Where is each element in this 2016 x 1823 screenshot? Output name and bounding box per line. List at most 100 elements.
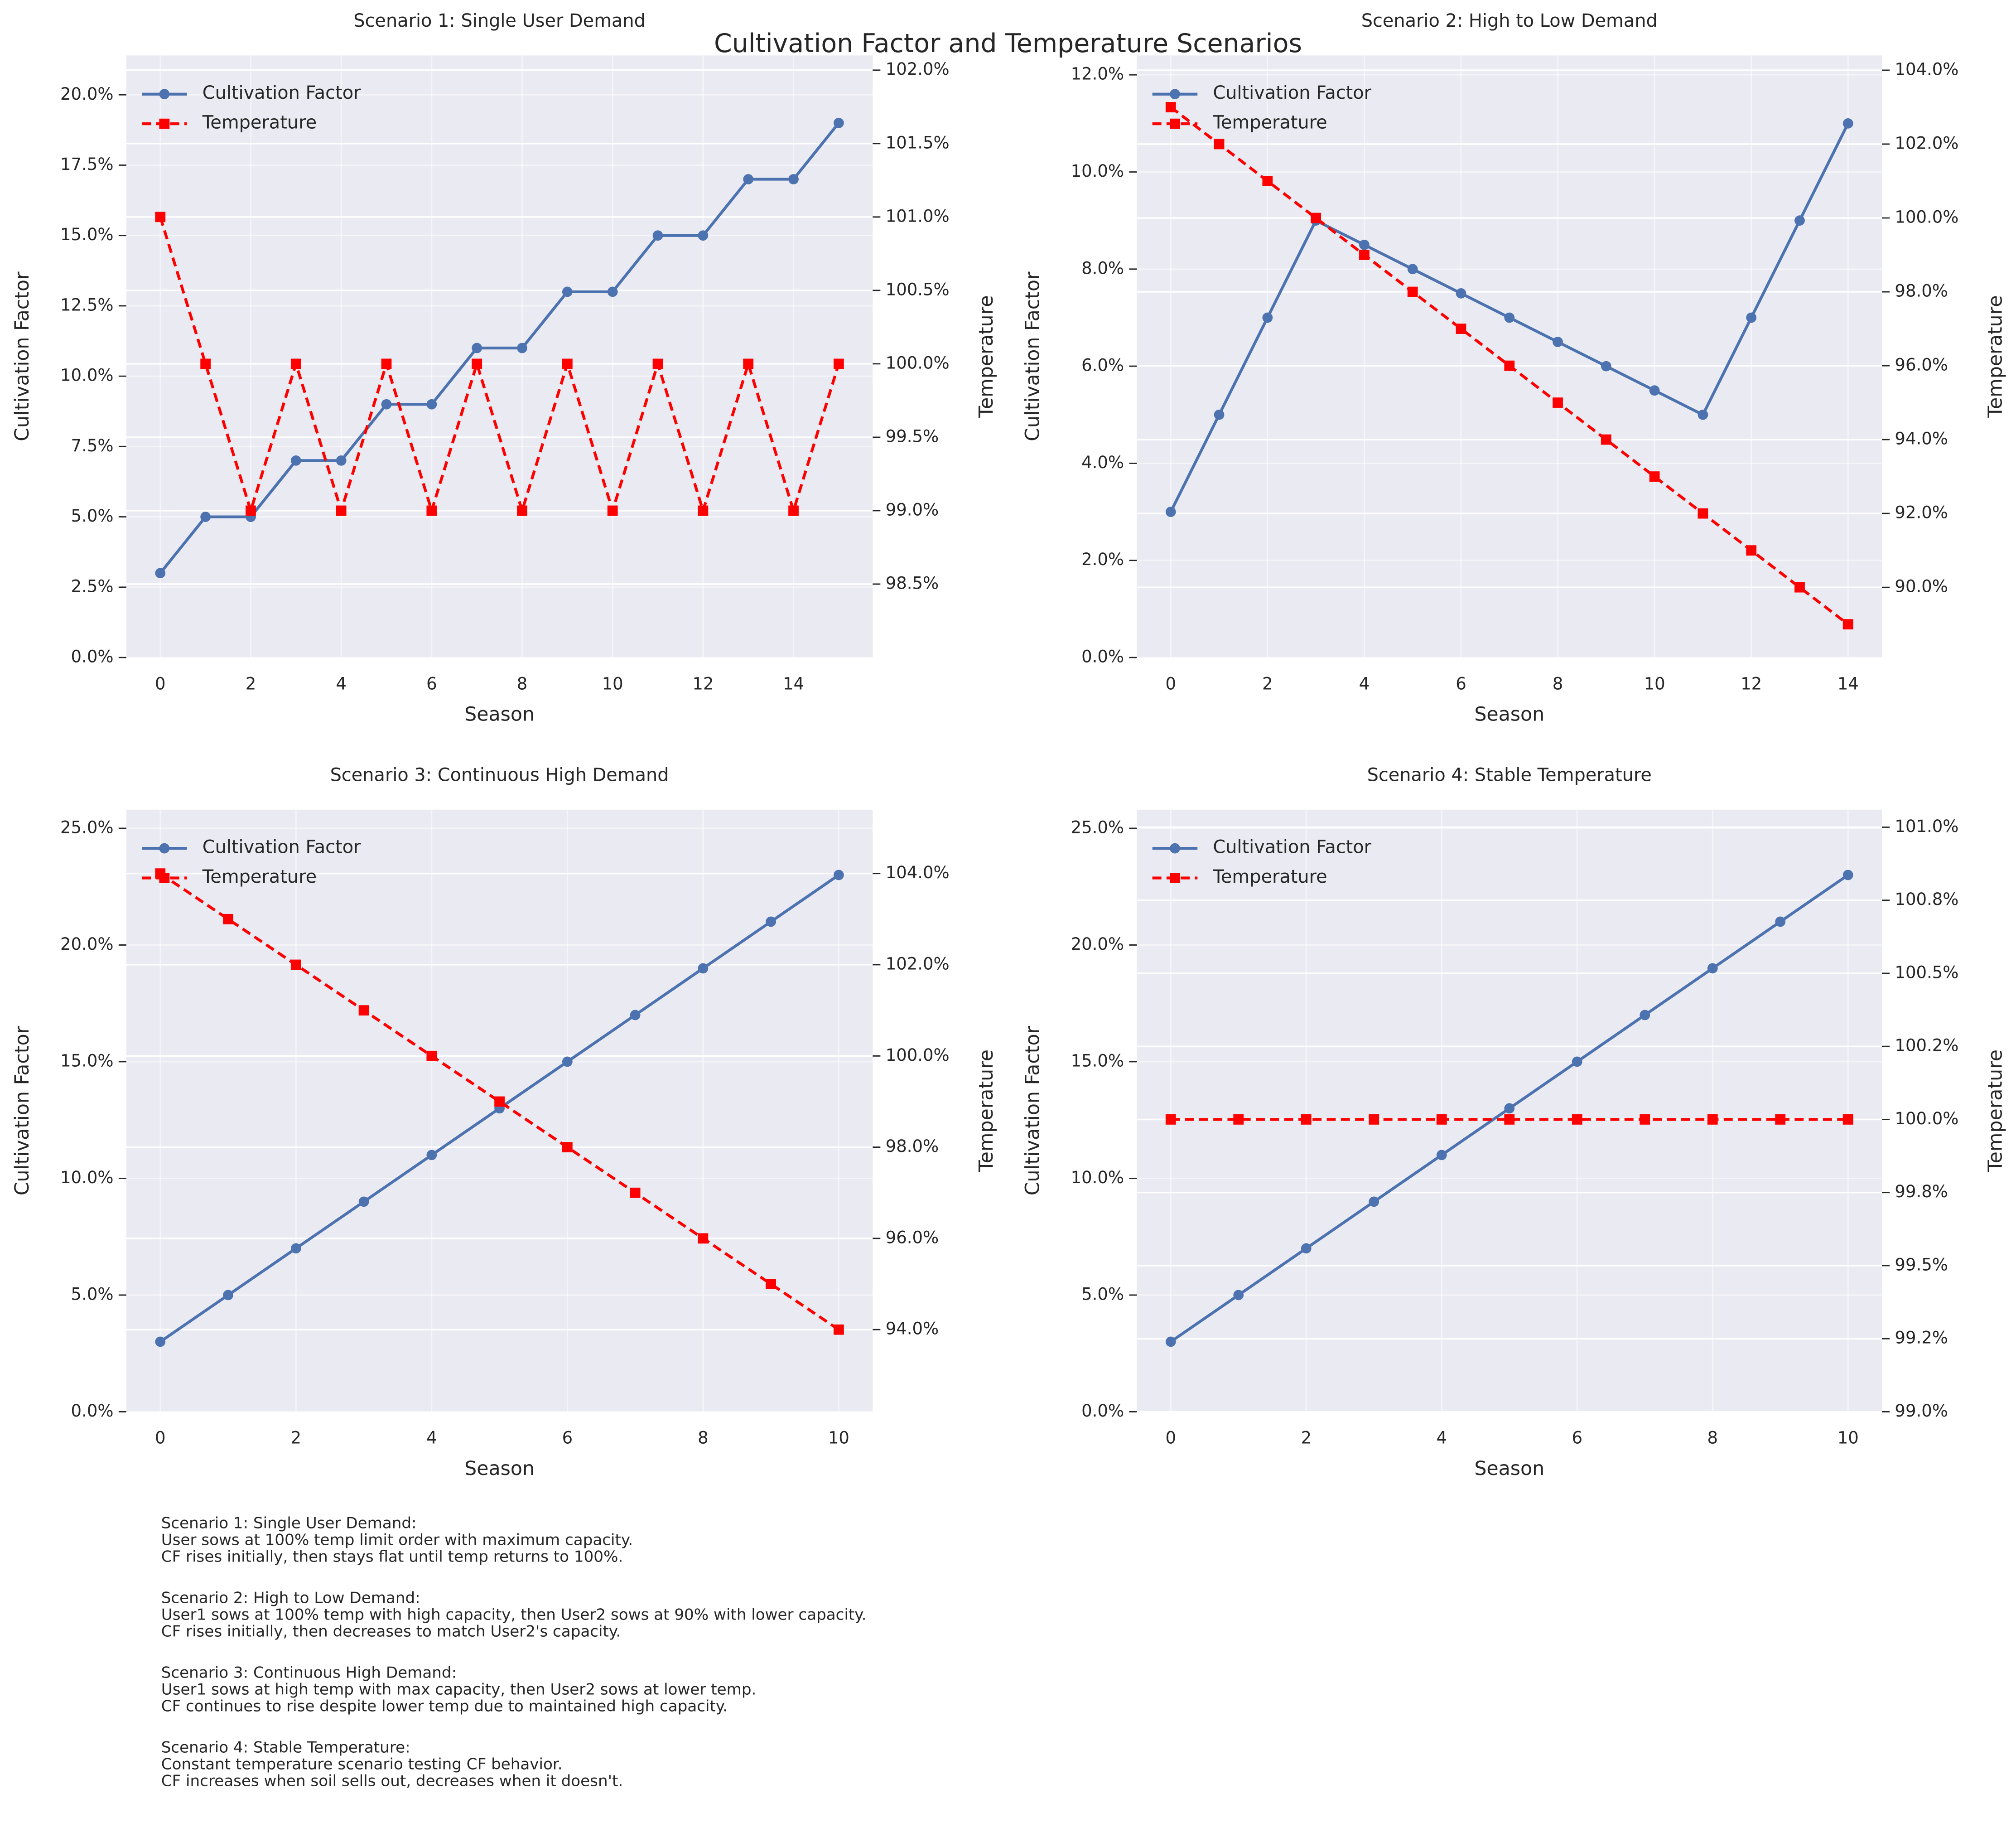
marker [426, 399, 437, 410]
marker [381, 399, 392, 410]
legend-marker [1170, 843, 1180, 854]
marker [1369, 1196, 1379, 1207]
note-text: Scenario 4: Stable Temperature: [161, 1738, 410, 1756]
y-tick-label: 10.0% [60, 366, 113, 385]
y2-tick-label: 100.8% [1895, 890, 1958, 909]
marker [630, 1187, 641, 1198]
y2-tick-label: 92.0% [1895, 503, 1948, 522]
y2-tick-label: 101.5% [886, 133, 950, 152]
y2-tick-label: 101.0% [886, 206, 950, 226]
x-tick-label: 6 [562, 1428, 573, 1448]
x-tick-label: 12 [692, 674, 714, 693]
note-text: CF rises initially, then stays flat unti… [161, 1547, 623, 1566]
marker [607, 286, 618, 297]
x-tick-label: 2 [1262, 674, 1273, 693]
y2-tick-label: 99.2% [1895, 1328, 1948, 1348]
legend-label: Temperature [202, 112, 317, 133]
y2-tick-label: 98.0% [1895, 281, 1948, 301]
y2-tick-label: 100.2% [1895, 1036, 1958, 1055]
marker [290, 959, 301, 970]
marker [1456, 288, 1466, 299]
marker [1504, 1103, 1515, 1114]
y-tick-label: 8.0% [1081, 258, 1124, 278]
y2-tick-label: 102.0% [886, 59, 950, 79]
note-text: User1 sows at 100% temp with high capaci… [161, 1605, 867, 1624]
plot-area [1137, 55, 1882, 658]
marker [1165, 1336, 1176, 1347]
y2-tick-label: 100.0% [1895, 1109, 1958, 1128]
marker [1698, 508, 1708, 519]
series-line [159, 216, 840, 516]
marker [472, 358, 482, 369]
legend-marker [1170, 89, 1180, 100]
marker [426, 1050, 437, 1061]
y-tick-label: 15.0% [1071, 1051, 1124, 1070]
marker [766, 916, 776, 927]
marker [1262, 312, 1273, 323]
marker [1262, 176, 1273, 186]
marker [698, 1233, 709, 1244]
marker [1640, 1114, 1650, 1125]
legend-marker [159, 843, 170, 854]
x-tick-label: 8 [517, 674, 528, 693]
y-tick-label: 4.0% [1081, 453, 1124, 472]
marker [1794, 215, 1805, 226]
marker [743, 174, 754, 184]
marker [698, 505, 709, 516]
y2-tick-label: 98.5% [886, 573, 939, 593]
marker [788, 505, 799, 516]
marker [562, 358, 573, 369]
marker [155, 568, 166, 579]
marker [336, 455, 347, 466]
marker [1233, 1114, 1244, 1125]
marker [1775, 916, 1786, 927]
x-tick-label: 6 [1572, 1428, 1582, 1448]
marker [223, 1290, 233, 1301]
y-tick-label: 6.0% [1081, 356, 1124, 375]
marker [1775, 1114, 1786, 1125]
x-tick-label: 12 [1741, 674, 1762, 693]
marker [743, 358, 754, 369]
y-tick-label: 10.0% [1071, 161, 1124, 181]
figure-title: Cultivation Factor and Temperature Scena… [714, 29, 1302, 58]
legend-marker [159, 118, 170, 129]
marker [200, 358, 211, 369]
y-tick-label: 5.0% [71, 1284, 114, 1304]
y2-axis-label: Temperature [975, 295, 998, 418]
y-tick-label: 5.0% [1081, 1284, 1124, 1304]
marker [1359, 239, 1370, 250]
marker [1504, 312, 1515, 323]
marker [1165, 102, 1176, 112]
legend-label: Cultivation Factor [1213, 837, 1371, 858]
x-axis-label: Season [1474, 1457, 1544, 1480]
marker [155, 212, 166, 222]
y2-tick-label: 94.0% [886, 1319, 939, 1339]
x-tick-label: 8 [1553, 674, 1563, 693]
marker [1407, 264, 1418, 275]
marker [607, 505, 618, 516]
marker [562, 286, 573, 297]
marker [788, 174, 799, 184]
legend-label: Cultivation Factor [1213, 82, 1371, 103]
marker [1842, 619, 1853, 630]
y-tick-label: 7.5% [71, 436, 114, 455]
y2-tick-label: 98.0% [886, 1136, 939, 1156]
legend-label: Cultivation Factor [203, 82, 361, 103]
note-text: Scenario 3: Continuous High Demand: [161, 1663, 457, 1682]
marker [1311, 213, 1321, 223]
y-axis-label: Cultivation Factor [11, 1025, 34, 1195]
x-tick-label: 8 [698, 1428, 709, 1448]
series-line [159, 122, 840, 574]
marker [1359, 250, 1370, 260]
legend-marker [159, 873, 170, 883]
marker [290, 455, 301, 466]
y2-tick-label: 100.5% [886, 280, 950, 299]
y-tick-label: 20.0% [60, 84, 113, 104]
marker [1165, 1114, 1176, 1125]
marker [1649, 385, 1660, 396]
marker [834, 870, 844, 880]
y-axis-label: Cultivation Factor [1021, 1025, 1044, 1195]
y2-tick-label: 96.0% [886, 1228, 939, 1247]
marker [1301, 1114, 1312, 1125]
marker [652, 230, 663, 241]
